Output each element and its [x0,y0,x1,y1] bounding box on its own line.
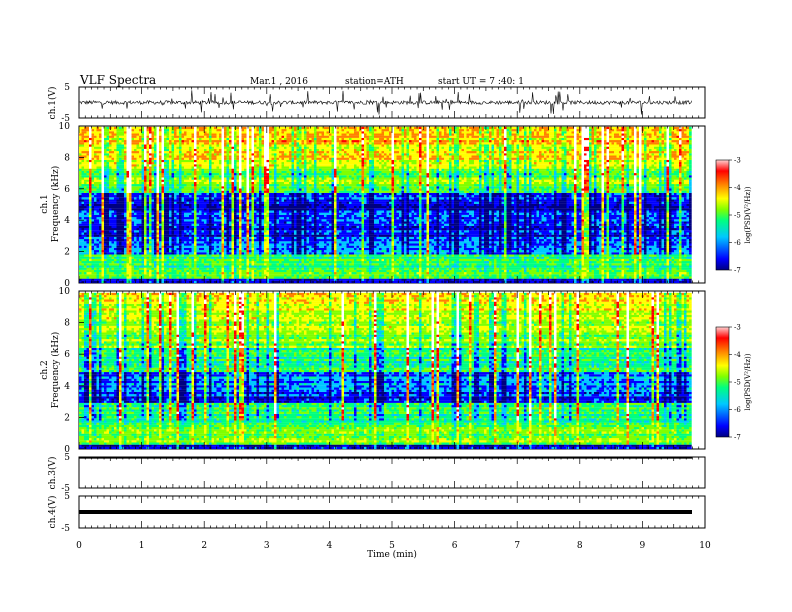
time-tick-label: 10 [699,541,711,551]
ch2-spectrogram-ytick-label: 4 [64,382,70,392]
time-tick-label: 5 [389,541,395,551]
time-axis-labels: 0 1 2 3 4 5 6 7 8 9 10 [76,541,711,551]
ch2-spectrogram-ytick-label: 6 [64,350,70,360]
ch2-frequency-label: Frequency (kHz) [50,332,61,409]
ch1-colorbar-tick-label: -7 [734,267,741,275]
ch1-colorbar-scale [715,159,730,271]
date-label: Mar.1 , 2016 [250,77,308,87]
ch4-waveform-panel: 5 -5 ch.4(V) [47,492,706,534]
start-time-label: start UT = 7 :40: 1 [438,77,524,87]
ch1-spectrogram-ytick-label: 0 [64,279,70,289]
ch3-waveform-panel: 5 -5 ch.3(V) [47,453,706,494]
ch4-ytick-bottom: -5 [61,524,70,534]
ch3-ytick-top: 5 [64,453,70,463]
ch1-colorbar-tick-label: -3 [734,157,741,165]
ch2-spectrogram-image [79,292,692,450]
ch1-frequency-label: Frequency (kHz) [50,166,61,243]
ch2-spectrogram-ytick-label: 10 [59,287,71,297]
ch1-waveform-trace [78,90,693,115]
ch2-spectrogram-ytick-label: 8 [64,319,70,329]
ch2-colorbar-tick-label: -4 [734,351,741,359]
ch2-colorbar-label: log(PSD(V²/Hz)) [744,353,752,410]
ch4-ytick-top: 5 [64,492,70,502]
ch2-spectrogram-ytick-label: 0 [64,445,70,455]
ch1-spectrogram-ytick-label: 10 [59,122,71,132]
ch3-waveform-ylabel: ch.3(V) [47,457,58,490]
ch2-colorbar-tick-label: -7 [734,434,741,442]
ch1-colorbar-tick-label: -6 [734,239,741,247]
ch1-spectrogram-ytick-label: 6 [64,185,70,195]
ch1-colorbar-tick-label: -4 [734,184,741,192]
ch3-ytick-bottom: -5 [61,484,70,494]
time-tick-label: 4 [327,541,333,551]
time-tick-label: 2 [201,541,207,551]
time-tick-label: 1 [139,541,145,551]
ch1-channel-label: ch.1 [40,194,50,213]
ch2-colorbar-tick-label: -6 [734,406,741,414]
ch2-spectrogram-ytick-label: 2 [64,413,70,423]
ch2-colorbar: -3 -4 -5 -6 -7 log(PSD(V²/Hz)) [715,324,752,442]
time-tick-label: 0 [76,541,82,551]
ch2-spectrogram-panel: 10 8 6 4 2 0 ch.2 Frequency (kHz) [40,287,706,455]
ch1-waveform-ylabel: ch.1(V) [47,87,58,120]
time-tick-label: 6 [452,541,458,551]
station-label: station=ATH [345,77,404,87]
ch1-ytick-top: 5 [64,83,70,93]
ch1-colorbar-label: log(PSD(V²/Hz)) [744,186,752,243]
ch1-colorbar-tick-label: -5 [734,212,741,220]
time-tick-label: 7 [514,541,520,551]
ch1-spectrogram-ytick-label: 4 [64,216,70,226]
ch1-spectrogram-ytick-label: 2 [64,248,70,258]
ch1-spectrogram-panel: 10 8 6 4 2 0 ch.1 Frequency (kHz) [40,122,706,289]
time-axis-ticks [78,87,706,528]
time-tick-label: 3 [264,541,270,551]
ch1-spectrogram-image [79,126,692,284]
ch1-colorbar: -3 -4 -5 -6 -7 log(PSD(V²/Hz)) [715,157,752,275]
ch1-ytick-bottom: -5 [61,114,70,124]
figure-title: VLF Spectra [79,73,156,87]
ch1-waveform-panel: 5 -5 ch.1(V) [47,83,706,124]
time-axis-title: Time (min) [367,549,417,560]
ch2-colorbar-tick-label: -5 [734,379,741,387]
ch2-colorbar-tick-label: -3 [734,324,741,332]
ch4-waveform-ylabel: ch.4(V) [47,496,58,529]
time-tick-label: 8 [577,541,583,551]
ch1-spectrogram-ytick-label: 8 [64,153,70,163]
time-tick-label: 9 [640,541,646,551]
ch2-channel-label: ch.2 [40,360,50,379]
ch2-colorbar-scale [715,326,730,438]
